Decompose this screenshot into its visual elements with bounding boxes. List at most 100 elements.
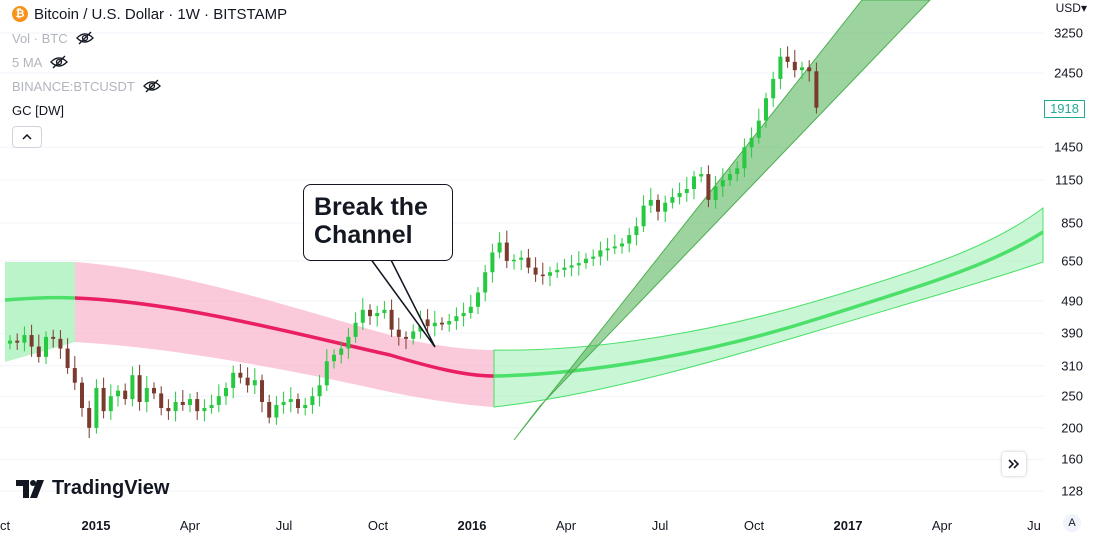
- candle-body[interactable]: [432, 322, 437, 327]
- candle-body[interactable]: [447, 321, 452, 325]
- candle-body[interactable]: [591, 256, 596, 259]
- scroll-to-realtime-button[interactable]: [1002, 452, 1026, 476]
- candle-body[interactable]: [209, 404, 214, 409]
- candle-body[interactable]: [65, 348, 70, 369]
- candle-body[interactable]: [425, 319, 430, 327]
- candle-body[interactable]: [389, 309, 394, 330]
- candle-body[interactable]: [627, 235, 632, 244]
- candle-body[interactable]: [512, 259, 516, 262]
- candle-body[interactable]: [692, 176, 696, 190]
- candle-body[interactable]: [656, 199, 660, 212]
- candle-body[interactable]: [224, 387, 228, 397]
- candle-body[interactable]: [137, 375, 142, 402]
- candle-body[interactable]: [677, 192, 682, 198]
- candle-body[interactable]: [533, 267, 538, 275]
- candle-body[interactable]: [202, 408, 207, 412]
- indicator-gc[interactable]: GC [DW]: [12, 98, 287, 122]
- candle-body[interactable]: [166, 408, 171, 412]
- time-axis[interactable]: ct 2015 Apr Jul Oct 2016 Apr Jul Oct 2017 Apr Ju A: [0, 508, 1097, 542]
- candle-body[interactable]: [15, 340, 20, 343]
- candle-body[interactable]: [396, 329, 401, 337]
- break-channel-callout[interactable]: Break the Channel: [303, 184, 453, 261]
- candle-body[interactable]: [267, 401, 272, 418]
- candle-body[interactable]: [152, 387, 156, 394]
- candle-body[interactable]: [814, 71, 819, 108]
- candle-body[interactable]: [288, 399, 293, 402]
- candle-body[interactable]: [461, 312, 466, 317]
- candle-body[interactable]: [94, 387, 99, 428]
- candle-body[interactable]: [800, 67, 804, 71]
- candle-body[interactable]: [58, 338, 63, 349]
- candle-body[interactable]: [454, 316, 459, 322]
- candle-body[interactable]: [411, 331, 416, 339]
- candle-body[interactable]: [36, 346, 41, 357]
- candle-body[interactable]: [497, 242, 502, 253]
- candle-body[interactable]: [260, 380, 264, 402]
- eye-off-icon[interactable]: [142, 79, 161, 93]
- candle-body[interactable]: [332, 354, 336, 362]
- candle-body[interactable]: [663, 202, 668, 212]
- candle-body[interactable]: [274, 404, 279, 418]
- candle-body[interactable]: [641, 205, 646, 227]
- candle-body[interactable]: [684, 189, 689, 193]
- candle-body[interactable]: [382, 309, 387, 313]
- candle-body[interactable]: [584, 258, 588, 264]
- candle-body[interactable]: [368, 309, 372, 317]
- candle-body[interactable]: [29, 335, 34, 347]
- candle-body[interactable]: [504, 242, 509, 261]
- candle-body[interactable]: [317, 385, 322, 397]
- candle-body[interactable]: [159, 393, 164, 409]
- candle-body[interactable]: [720, 180, 725, 187]
- candle-body[interactable]: [605, 248, 610, 251]
- candle-body[interactable]: [296, 399, 300, 409]
- tradingview-logo[interactable]: TradingView: [16, 477, 169, 500]
- candle-body[interactable]: [144, 387, 149, 402]
- candle-body[interactable]: [245, 377, 250, 386]
- candle-body[interactable]: [612, 246, 617, 249]
- candle-body[interactable]: [116, 390, 120, 397]
- candle-body[interactable]: [303, 404, 308, 409]
- candle-body[interactable]: [80, 382, 84, 409]
- candle-body[interactable]: [238, 372, 243, 378]
- candle-body[interactable]: [375, 312, 380, 317]
- candle-body[interactable]: [108, 396, 113, 412]
- candle-body[interactable]: [281, 401, 286, 405]
- candle-body[interactable]: [648, 199, 653, 206]
- candle-body[interactable]: [346, 336, 351, 349]
- candle-body[interactable]: [123, 390, 128, 400]
- candle-body[interactable]: [44, 336, 48, 357]
- candle-body[interactable]: [670, 197, 675, 203]
- candle-body[interactable]: [87, 408, 92, 428]
- candle-body[interactable]: [252, 380, 257, 386]
- candle-body[interactable]: [807, 67, 812, 72]
- candle-body[interactable]: [749, 137, 754, 148]
- candle-body[interactable]: [756, 120, 761, 138]
- candle-body[interactable]: [404, 336, 408, 339]
- currency-selector[interactable]: USD▾: [1055, 1, 1087, 15]
- auto-scale-button[interactable]: A: [1063, 514, 1081, 532]
- collapse-legend-button[interactable]: [12, 126, 42, 148]
- candle-body[interactable]: [576, 263, 581, 266]
- candle-body[interactable]: [735, 168, 740, 175]
- candle-body[interactable]: [713, 186, 718, 200]
- candle-body[interactable]: [490, 252, 495, 273]
- candle-body[interactable]: [771, 78, 776, 99]
- candle-body[interactable]: [310, 396, 315, 405]
- candle-body[interactable]: [548, 272, 552, 276]
- candle-body[interactable]: [101, 387, 106, 412]
- candle-body[interactable]: [634, 226, 639, 236]
- indicator-compare[interactable]: BINANCE:BTCUSDT: [12, 74, 287, 98]
- candle-body[interactable]: [22, 335, 27, 343]
- symbol-title[interactable]: Bitcoin / U.S. Dollar · 1W · BITSTAMP: [34, 5, 288, 23]
- candle-body[interactable]: [188, 399, 192, 405]
- candle-body[interactable]: [339, 348, 344, 355]
- candle-body[interactable]: [562, 267, 567, 270]
- candle-body[interactable]: [699, 174, 704, 177]
- candle-body[interactable]: [483, 272, 488, 293]
- candle-body[interactable]: [476, 292, 480, 307]
- indicator-ma[interactable]: 5 MA: [12, 50, 287, 74]
- candle-body[interactable]: [51, 336, 56, 339]
- candle-body[interactable]: [598, 250, 603, 257]
- eye-off-icon[interactable]: [75, 31, 94, 45]
